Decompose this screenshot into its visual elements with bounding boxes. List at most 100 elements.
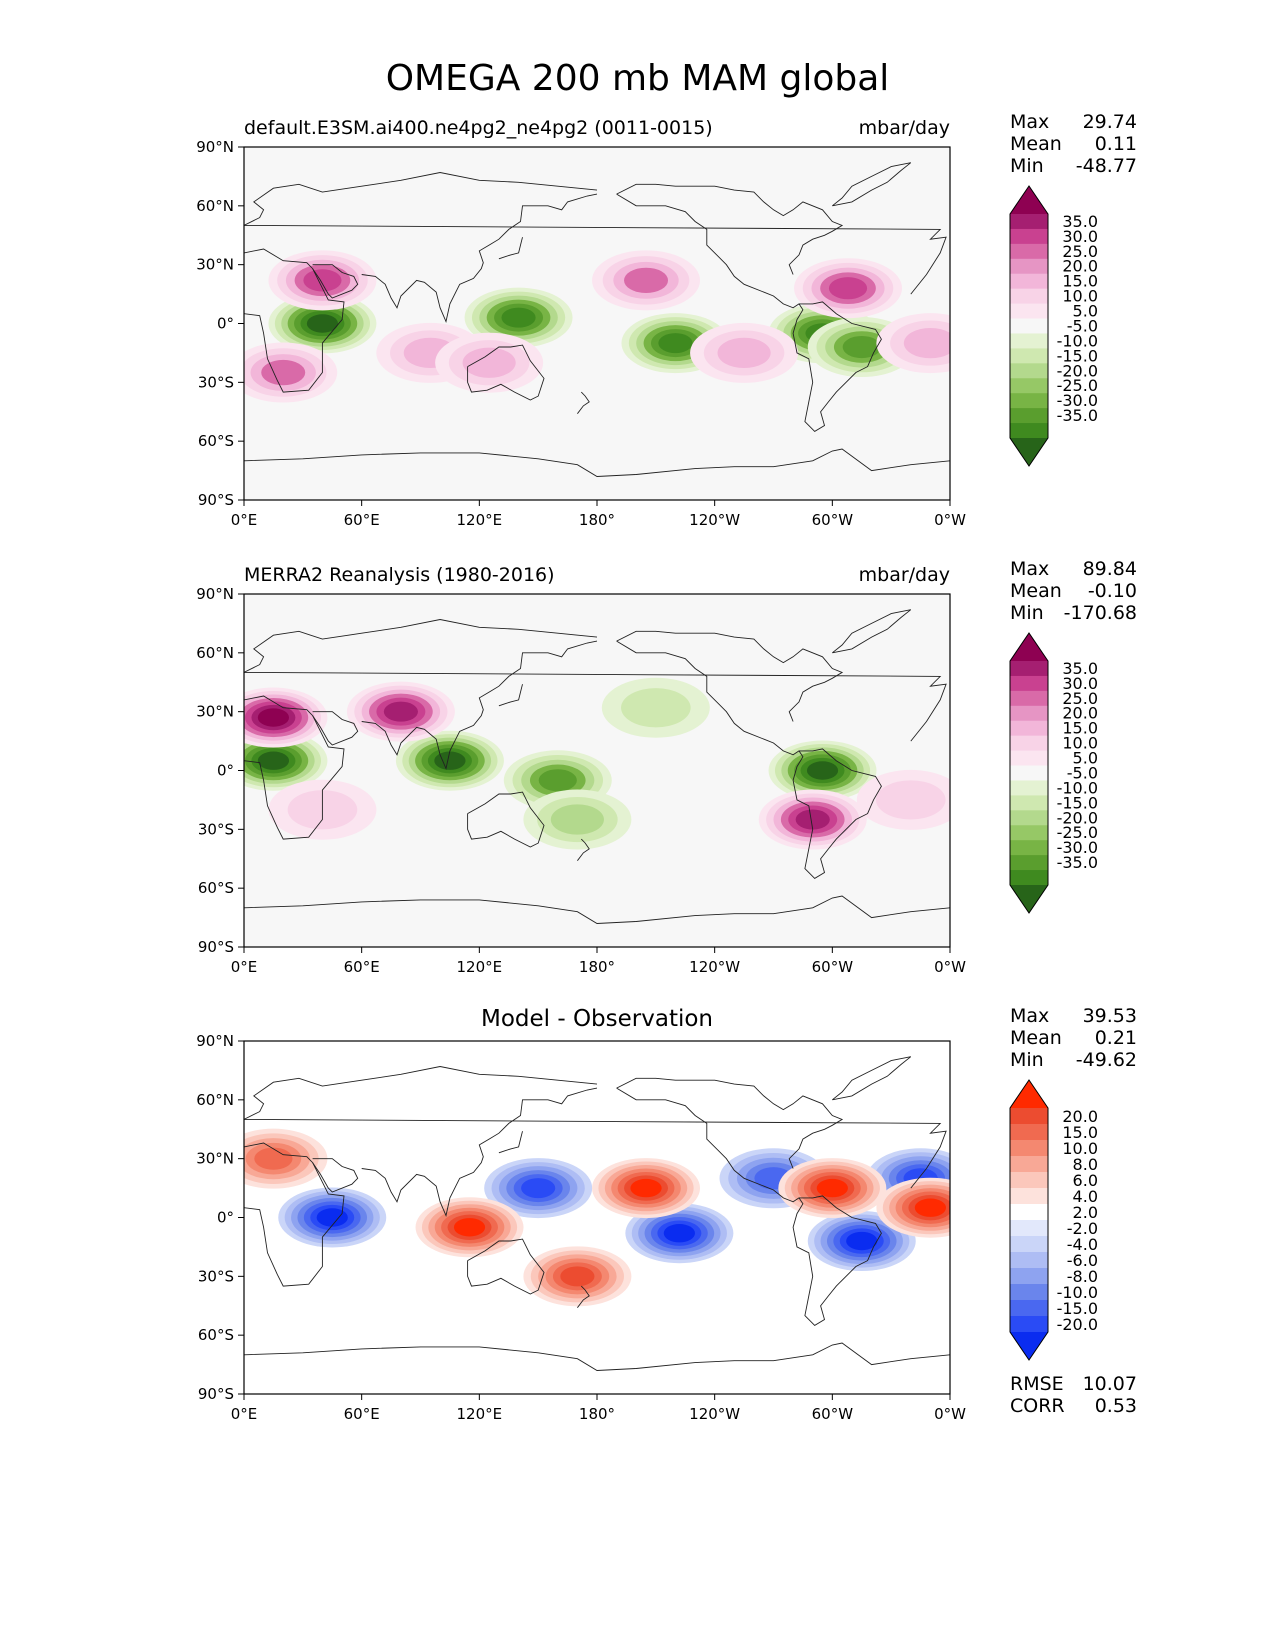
colorbar-segment — [1010, 1284, 1048, 1301]
colorbar-label: 20.0 — [1062, 1107, 1098, 1126]
colorbar-label: -30.0 — [1057, 838, 1098, 857]
contour-level — [453, 1218, 486, 1237]
lat-tick-label: 30°N — [196, 1150, 234, 1168]
colorbar-segment — [1010, 1252, 1048, 1269]
colorbar-label: 10.0 — [1062, 287, 1098, 306]
contour-blob-11 — [435, 332, 544, 393]
panel2-units: mbar/day — [858, 564, 950, 586]
colorbar-label: 35.0 — [1062, 212, 1098, 231]
colorbar-segment — [1010, 1300, 1048, 1317]
stat-mean-label: Mean — [1010, 133, 1062, 155]
colorbar-extend-top — [1010, 1080, 1048, 1108]
lat-tick-label: 60°S — [198, 879, 234, 897]
lon-tick-label: 0°W — [934, 511, 966, 529]
coastline — [361, 1087, 598, 1217]
colorbar-1: 35.030.025.020.015.010.05.0-5.0-10.0-15.… — [1009, 185, 1098, 467]
coastline — [616, 183, 844, 275]
lon-tick-label: 0°W — [934, 1405, 966, 1423]
coastline — [244, 1142, 345, 1287]
lat-tick-label: 60°N — [196, 644, 234, 662]
contour-blob-9 — [601, 677, 710, 738]
colorbar-segment — [1010, 1172, 1048, 1189]
colorbar-label: -20.0 — [1057, 1315, 1098, 1334]
contour-level — [303, 269, 342, 292]
colorbar-2: 35.030.025.020.015.010.05.0-5.0-10.0-15.… — [1009, 632, 1098, 914]
colorbar-segment — [1010, 378, 1048, 394]
coastline — [616, 193, 882, 432]
lon-tick-label: 0°E — [231, 511, 258, 529]
lon-tick-label: 60°E — [344, 511, 380, 529]
map-panel-2: 90°N 60°N 30°N 0° 30°S 60°S 90°S 0°E 60°E 120°E 18… — [196, 585, 966, 976]
stat-min-label: Min — [1010, 602, 1044, 624]
contour-level — [663, 1223, 695, 1243]
colorbar-label: 10.0 — [1062, 734, 1098, 753]
coastline — [832, 1056, 912, 1101]
lat-tick-label: 30°S — [198, 373, 234, 391]
contour-blob-5 — [244, 687, 328, 748]
colorbar-label: -10.0 — [1057, 1283, 1098, 1302]
colorbar-label: -2.0 — [1067, 1219, 1098, 1238]
stat-corr-value: 0.53 — [1094, 1395, 1137, 1417]
stat-rmse-value: 10.07 — [1082, 1373, 1137, 1395]
map-panel-1: 90°N 60°N 30°N 0° 30°S 60°S 90°S 0°E 60°E 120°E 18… — [196, 138, 966, 529]
coastline — [244, 248, 345, 393]
contour-blob-8 — [592, 1158, 701, 1219]
lon-tick-label: 60°E — [344, 1405, 380, 1423]
contour-blob-8 — [523, 789, 632, 850]
coastline — [616, 640, 882, 879]
colorbar-segment — [1010, 720, 1048, 737]
colorbar-segment — [1010, 675, 1048, 692]
lon-tick-label: 120°E — [457, 958, 503, 976]
contour-level — [621, 688, 691, 728]
coastline — [577, 838, 590, 861]
colorbar-label: -5.0 — [1067, 763, 1098, 782]
colorbar-extend-top — [1010, 186, 1048, 214]
coastlines — [244, 609, 950, 924]
colorbar-label: 25.0 — [1062, 689, 1098, 708]
coastline — [577, 1285, 590, 1308]
lat-tick-label: 90°N — [196, 1032, 234, 1050]
coastlines — [244, 1056, 950, 1371]
colorbar-label: -35.0 — [1057, 853, 1098, 872]
contour-level — [717, 337, 771, 369]
colorbar-label: -25.0 — [1057, 823, 1098, 842]
colorbar-label: -8.0 — [1067, 1267, 1098, 1286]
colorbar-segment — [1010, 228, 1048, 245]
lon-tick-label: 180° — [579, 958, 615, 976]
colorbar-label: 6.0 — [1073, 1171, 1098, 1190]
colorbar-segment — [1010, 408, 1048, 424]
colorbar-segment — [1010, 855, 1048, 871]
colorbar-extend-bottom — [1010, 1332, 1048, 1360]
colorbar-segment — [1010, 1140, 1048, 1157]
coastline — [244, 448, 950, 477]
lat-tick-label: 90°S — [198, 1385, 234, 1403]
contour-blob-10 — [876, 1177, 950, 1238]
map-panel-3: 90°N 60°N 30°N 0° 30°S 60°S 90°S 0°E 60°E 120°E 18… — [196, 1032, 966, 1423]
colorbar-extend-bottom — [1010, 885, 1048, 913]
contour-blob-7 — [758, 789, 867, 850]
contour-level — [795, 809, 830, 830]
colorbar-segment — [1010, 825, 1048, 841]
colorbar-outline — [1009, 1079, 1049, 1361]
contour-blob-3 — [807, 1211, 916, 1272]
contour-blob-11 — [856, 769, 950, 830]
coastline — [616, 1087, 882, 1326]
coastline — [312, 264, 359, 299]
colorbar-segment — [1010, 840, 1048, 856]
contour-level — [538, 769, 577, 792]
colorbar-label: -10.0 — [1057, 778, 1098, 797]
colorbar-label: 5.0 — [1073, 302, 1098, 321]
lat-tick-label: 60°N — [196, 1091, 234, 1109]
lon-tick-label: 60°W — [812, 958, 854, 976]
colorbar-extend-top — [1010, 633, 1048, 661]
lon-tick-label: 120°W — [689, 511, 740, 529]
stat-min-label: Min — [1010, 155, 1044, 177]
colorbar-label: -15.0 — [1057, 1299, 1098, 1318]
stat-max-label: Max — [1010, 1005, 1050, 1027]
lon-tick-label: 60°W — [812, 1405, 854, 1423]
contour-level — [624, 267, 669, 294]
contour-level — [846, 1231, 878, 1251]
stat-max-label: Max — [1010, 558, 1050, 580]
coastline — [467, 791, 545, 848]
